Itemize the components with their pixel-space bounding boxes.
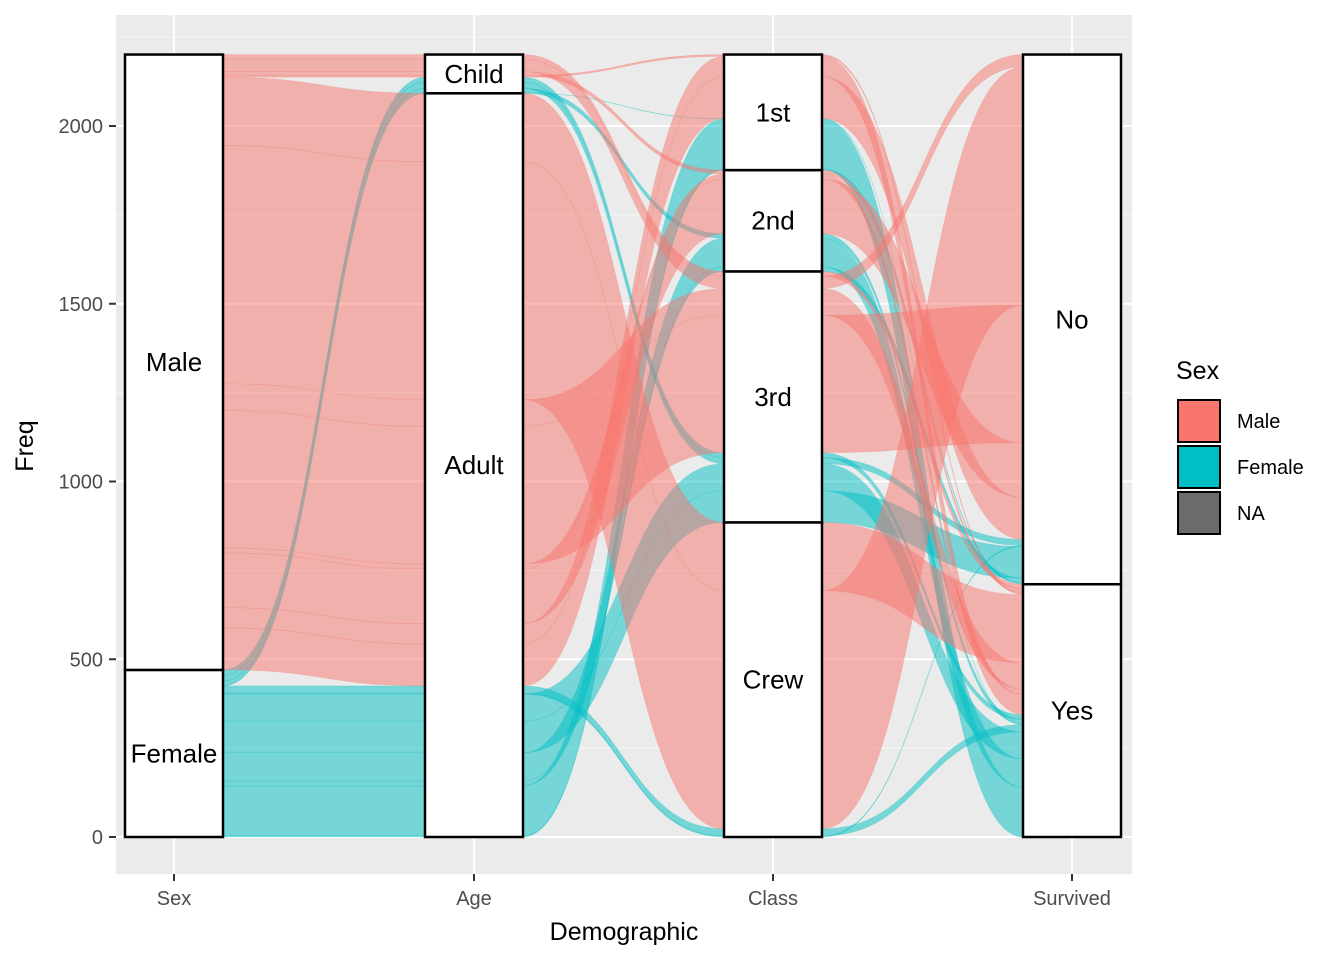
stratum-label: No xyxy=(1055,304,1088,334)
stratum-label: Adult xyxy=(444,450,504,480)
stratum-box xyxy=(722,53,824,172)
x-tick-label: Survived xyxy=(1033,888,1111,910)
flow-ribbon xyxy=(222,71,426,76)
stratum-box xyxy=(423,92,525,839)
y-axis-title: Freq xyxy=(11,420,39,471)
strata: Female Male Adult Child Crew 3rd 2nd 1st Yes No xyxy=(123,53,1123,839)
flow-ribbon xyxy=(222,410,426,565)
stratum-label: Crew xyxy=(743,665,804,695)
flow-ribbon xyxy=(222,780,426,787)
legend-label: Female xyxy=(1237,457,1304,479)
stratum-label: Female xyxy=(131,738,218,768)
stratum-box xyxy=(123,53,225,672)
x-tick-label: Class xyxy=(748,888,798,910)
stratum-box xyxy=(1021,53,1123,586)
stratum-box xyxy=(722,521,824,839)
flow-ribbon xyxy=(222,693,426,722)
y-tick-label: 1000 xyxy=(59,472,104,494)
legend: Sex Male Female NA xyxy=(1176,357,1304,535)
legend-title: Sex xyxy=(1176,357,1220,385)
y-tick-label: 2000 xyxy=(59,116,104,138)
flow-ribbon xyxy=(222,58,426,72)
legend-key xyxy=(1177,445,1221,489)
stratum-box xyxy=(423,53,525,95)
y-tick-label: 0 xyxy=(92,827,103,849)
x-axis: Sex Age Class Survived xyxy=(157,874,1111,910)
flow-ribbon xyxy=(222,720,426,754)
flow-ribbon xyxy=(222,752,426,782)
legend-key xyxy=(1177,399,1221,443)
stratum-box xyxy=(123,668,225,839)
stratum-label: Child xyxy=(444,59,503,89)
stratum-label: Male xyxy=(146,347,202,377)
legend-label: Male xyxy=(1237,411,1280,433)
stratum-box xyxy=(1021,582,1123,839)
y-tick-label: 1500 xyxy=(59,294,104,316)
x-axis-title: Demographic xyxy=(550,918,699,946)
y-tick-label: 500 xyxy=(70,649,103,671)
x-tick-label: Sex xyxy=(157,888,191,910)
flow-ribbon xyxy=(222,145,426,401)
stratum-label: 2nd xyxy=(751,206,794,236)
flow-ribbon xyxy=(222,685,426,694)
stratum-box xyxy=(722,168,824,273)
stratum-label: 1st xyxy=(756,97,791,127)
legend-key xyxy=(1177,491,1221,535)
y-axis: 0 500 1000 1500 2000 xyxy=(59,116,116,849)
flow-ribbon xyxy=(222,785,426,836)
stratum-label: Yes xyxy=(1051,696,1093,726)
stratum-label: 3rd xyxy=(754,382,792,412)
legend-label: NA xyxy=(1237,503,1265,525)
flow-ribbon xyxy=(222,54,426,60)
x-tick-label: Age xyxy=(456,888,492,910)
